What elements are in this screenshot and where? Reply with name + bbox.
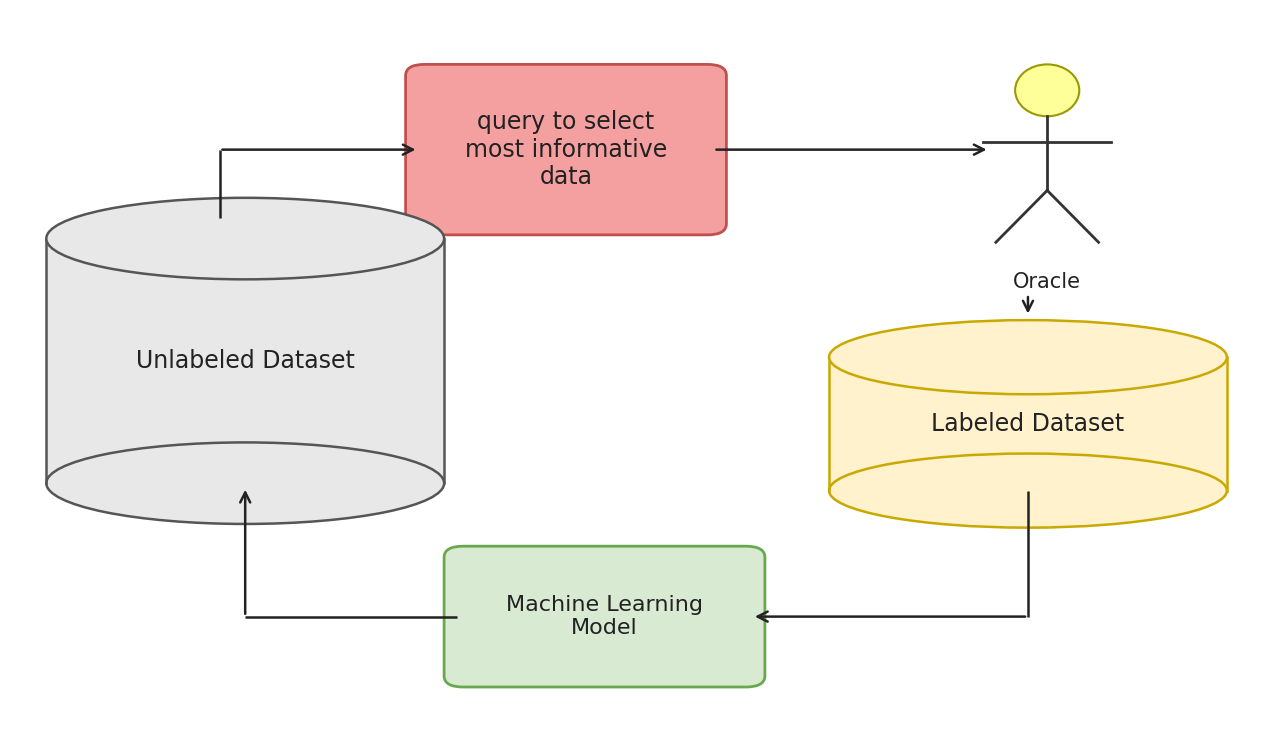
FancyBboxPatch shape <box>405 65 727 235</box>
Ellipse shape <box>829 320 1227 394</box>
Ellipse shape <box>46 198 444 279</box>
Ellipse shape <box>829 454 1227 527</box>
Polygon shape <box>46 239 444 483</box>
Text: Labeled Dataset: Labeled Dataset <box>931 412 1124 436</box>
Text: Machine Learning
Model: Machine Learning Model <box>505 595 703 638</box>
Ellipse shape <box>46 443 444 524</box>
FancyBboxPatch shape <box>444 546 765 687</box>
Text: Unlabeled Dataset: Unlabeled Dataset <box>136 349 355 373</box>
Text: Oracle: Oracle <box>1013 272 1082 292</box>
Text: query to select
most informative
data: query to select most informative data <box>464 110 667 190</box>
Polygon shape <box>829 357 1227 490</box>
Ellipse shape <box>1015 65 1079 116</box>
